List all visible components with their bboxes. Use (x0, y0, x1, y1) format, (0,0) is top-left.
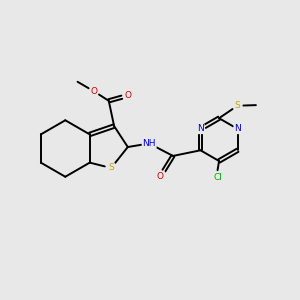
Text: N: N (234, 124, 241, 134)
Text: S: S (108, 164, 114, 172)
Text: O: O (124, 91, 132, 100)
Text: O: O (157, 172, 164, 181)
Text: NH: NH (142, 139, 156, 148)
Text: S: S (235, 101, 240, 110)
Text: O: O (90, 87, 98, 96)
Text: Cl: Cl (213, 173, 222, 182)
Text: N: N (197, 124, 204, 134)
